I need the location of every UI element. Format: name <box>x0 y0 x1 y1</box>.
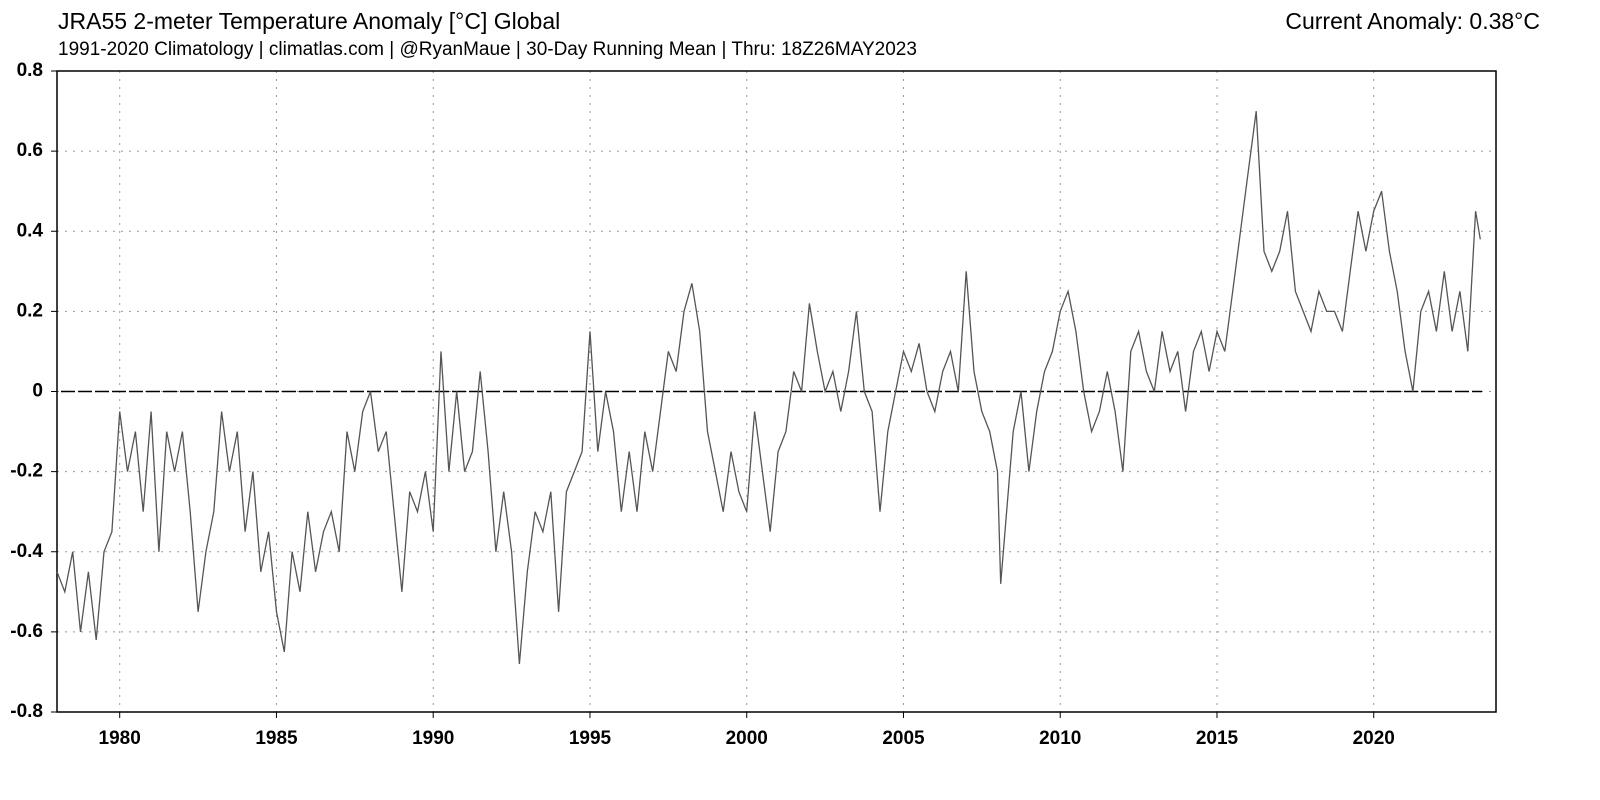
y-tick-label: 0.4 <box>17 220 44 241</box>
data-line <box>56 111 1481 664</box>
x-tick-label: 2010 <box>1039 728 1081 749</box>
y-tick-label: -0.2 <box>10 461 43 482</box>
x-tick-label: 2000 <box>726 728 768 749</box>
y-tick-label: -0.6 <box>10 621 43 642</box>
x-tick-label: 2020 <box>1353 728 1395 749</box>
chart-subtitle: 1991-2020 Climatology | climatlas.com | … <box>58 39 917 60</box>
plot-frame <box>56 70 1497 713</box>
x-tick-label: 2015 <box>1196 728 1239 749</box>
y-tick-label: 0.6 <box>17 140 43 161</box>
x-tick-label: 1985 <box>255 728 298 749</box>
x-tick-label: 2005 <box>882 728 925 749</box>
chart-title: JRA55 2-meter Temperature Anomaly [°C] G… <box>58 8 560 34</box>
y-tick-label: 0.8 <box>17 60 43 81</box>
x-tick-label: 1980 <box>99 728 141 749</box>
y-tick-label: 0.2 <box>17 300 43 321</box>
x-tick-label: 1995 <box>569 728 612 749</box>
y-tick-label: 0 <box>32 381 43 402</box>
y-tick-label: -0.8 <box>10 701 43 722</box>
y-tick-label: -0.4 <box>10 541 43 562</box>
x-tick-label: 1990 <box>412 728 454 749</box>
annotation: Current Anomaly: 0.38°C <box>1285 8 1540 34</box>
